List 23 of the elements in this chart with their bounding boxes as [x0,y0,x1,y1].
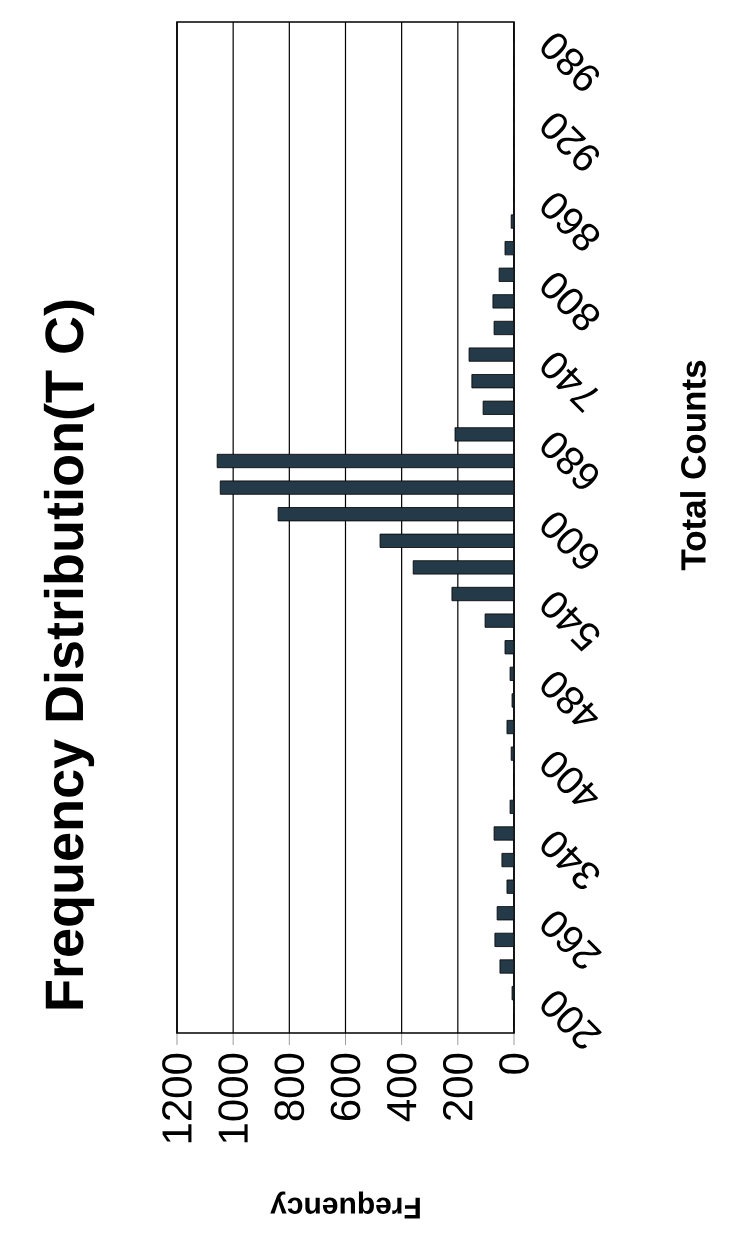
y-tick-label: 400 [541,751,599,804]
y-tick-label: 480 [541,672,599,725]
x-tick-label: 1000 [218,1053,249,1143]
y-tick-label: 540 [541,592,600,652]
text: Frequency Distribution(T C) [43,300,95,1009]
y-tick-label: 860 [541,193,600,251]
x-axis-title: Frequency [270,1191,420,1219]
y-tick-label: 260 [541,911,602,969]
y-tick-label: 680 [541,432,599,489]
y-tick-label: 340 [541,831,600,889]
y-tick-label: 920 [541,113,600,171]
y-axis-title: Total Counts [680,360,706,571]
y-tick-label: 740 [541,352,599,414]
x-tick-label: 1200 [162,1053,192,1143]
x-tick-label: 600 [330,1053,361,1121]
y-tick-label: 600 [541,512,599,569]
x-tick-label: 400 [386,1053,417,1122]
y-tick-label: 200 [541,991,602,1049]
y-tick-label: 800 [541,273,600,331]
x-tick-label: 200 [442,1053,473,1121]
x-tick-label: 800 [274,1053,305,1121]
y-tick-label: 980 [541,33,600,91]
x-tick-label: 0 [499,1053,529,1074]
